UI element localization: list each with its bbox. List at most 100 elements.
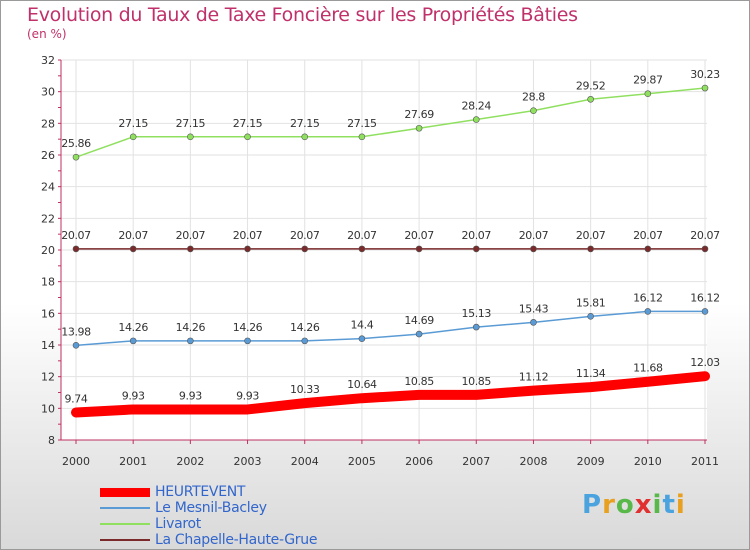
data-label: 20.07: [633, 229, 663, 242]
data-point: [701, 245, 709, 253]
data-label: 27.15: [290, 117, 320, 130]
y-tick-label: 22: [41, 212, 55, 225]
data-label: 14.26: [233, 321, 263, 334]
data-label: 11.68: [633, 362, 663, 375]
data-point: [72, 408, 80, 417]
series-line: [71, 371, 710, 418]
data-point: [72, 153, 80, 161]
data-label: 20.07: [61, 229, 91, 242]
data-label: 14.26: [290, 321, 320, 334]
y-tick-label: 16: [41, 307, 55, 320]
x-tick-label: 2003: [234, 455, 262, 468]
data-point: [129, 405, 138, 414]
x-tick-label: 2001: [119, 455, 147, 468]
data-label: 20.07: [233, 229, 263, 242]
data-label: 20.07: [519, 229, 549, 242]
data-label: 12.03: [690, 356, 720, 369]
data-point: [472, 323, 480, 331]
data-label: 27.15: [118, 117, 148, 130]
y-tick-label: 12: [41, 371, 55, 384]
data-label: 15.81: [576, 296, 606, 309]
data-point: [129, 245, 137, 253]
data-label: 9.74: [65, 392, 88, 405]
data-point: [529, 386, 538, 395]
data-label: 13.98: [61, 325, 91, 338]
data-point: [415, 390, 424, 399]
series-line: [75, 87, 706, 158]
data-label: 10.85: [462, 375, 492, 388]
legend-swatch: [100, 523, 150, 525]
y-tick-label: 26: [41, 149, 55, 162]
data-point: [701, 84, 709, 92]
data-label: 11.12: [519, 371, 549, 384]
data-label: 28.24: [462, 100, 492, 113]
data-label: 27.15: [347, 117, 377, 130]
data-label: 27.69: [404, 108, 434, 121]
x-tick-label: 2009: [577, 455, 605, 468]
legend-label: Le Mesnil-Bacley: [155, 500, 267, 516]
data-label: 20.07: [690, 229, 720, 242]
data-point: [644, 90, 652, 98]
data-point: [129, 133, 137, 141]
data-label: 15.13: [462, 307, 492, 320]
x-tick-label: 2006: [405, 455, 433, 468]
data-point: [644, 308, 652, 315]
legend-label: Livarot: [155, 516, 201, 532]
data-point: [472, 390, 481, 399]
data-point: [415, 124, 423, 132]
data-label: 14.26: [118, 321, 148, 334]
logo-letter: i: [652, 490, 663, 520]
data-point: [701, 372, 709, 381]
chart-title: Evolution du Taux de Taxe Foncière sur l…: [27, 4, 578, 26]
x-tick-label: 2005: [348, 455, 376, 468]
data-label: 20.07: [404, 229, 434, 242]
data-point: [587, 245, 594, 253]
data-label: 9.93: [122, 389, 145, 402]
data-label: 20.07: [176, 229, 206, 242]
data-point: [357, 394, 366, 403]
x-tick-label: 2008: [519, 455, 547, 468]
data-point: [301, 133, 309, 141]
x-tick-label: 2002: [176, 455, 204, 468]
x-tick-label: 2004: [291, 455, 319, 468]
data-point: [300, 399, 309, 408]
data-label: 20.07: [118, 229, 148, 242]
data-point: [244, 337, 251, 345]
data-point: [187, 337, 194, 345]
x-tick-label: 2000: [62, 455, 90, 468]
data-label: 30.23: [690, 68, 720, 81]
x-tick-label: 2010: [634, 455, 662, 468]
chart-subtitle: (en %): [27, 27, 67, 41]
y-tick-label: 24: [41, 181, 55, 194]
logo-letter: P: [582, 490, 603, 520]
data-point: [701, 308, 709, 315]
legend-swatch: [100, 487, 150, 497]
data-point: [415, 330, 423, 338]
data-point: [415, 245, 423, 253]
x-tick-label: 2007: [462, 455, 490, 468]
data-point: [358, 335, 366, 342]
x-tick-label: 2011: [691, 455, 719, 468]
data-point: [72, 245, 80, 253]
data-label: 27.15: [233, 117, 263, 130]
data-point: [301, 245, 309, 253]
data-point: [72, 342, 80, 349]
data-label: 20.07: [462, 229, 492, 242]
data-label: 20.07: [576, 229, 606, 242]
data-point: [643, 377, 652, 386]
legend-swatch: [100, 539, 150, 541]
data-label: 9.93: [236, 389, 259, 402]
data-point: [530, 319, 537, 326]
data-point: [586, 383, 595, 392]
data-point: [187, 133, 194, 141]
data-label: 25.86: [61, 137, 91, 150]
data-point: [358, 245, 366, 253]
data-point: [587, 313, 594, 320]
data-point: [243, 405, 252, 414]
data-point: [587, 95, 594, 103]
data-label: 10.33: [290, 383, 320, 396]
y-tick-label: 28: [41, 117, 55, 130]
series-line: [75, 310, 706, 347]
y-tick-label: 10: [41, 402, 55, 415]
data-point: [530, 107, 537, 114]
